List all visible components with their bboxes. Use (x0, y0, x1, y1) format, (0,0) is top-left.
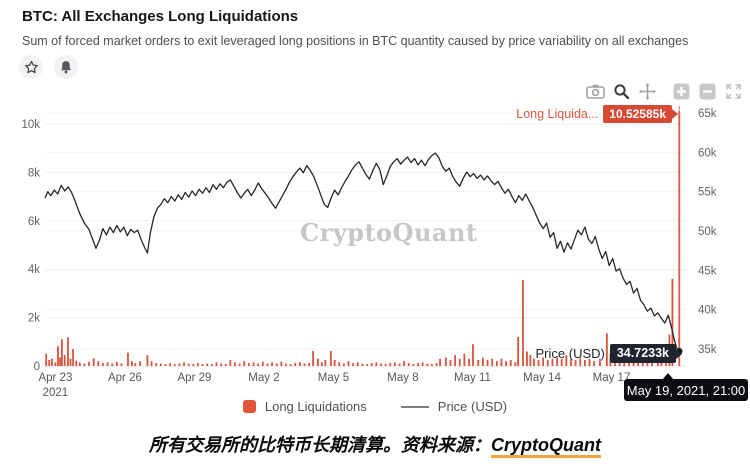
svg-text:2021: 2021 (43, 387, 69, 399)
reset-zoom-icon[interactable] (724, 82, 743, 101)
chart-legend: Long Liquidations Price (USD) (0, 399, 750, 414)
tooltip-price: Price (USD) 34.7233k (464, 344, 683, 363)
svg-text:6k: 6k (28, 216, 40, 228)
zoom-search-icon[interactable] (612, 82, 631, 101)
star-icon (24, 60, 38, 73)
camera-icon[interactable] (586, 82, 605, 101)
svg-text:Apr 29: Apr 29 (178, 372, 212, 384)
svg-text:May 17: May 17 (593, 372, 631, 384)
svg-text:10k: 10k (21, 119, 40, 131)
page-subtitle: Sum of forced market orders to exit leve… (22, 34, 689, 48)
chart-toolbar (586, 82, 743, 101)
favorite-button[interactable] (19, 55, 43, 79)
bell-icon (61, 60, 71, 73)
date-badge-arrow-icon (662, 373, 674, 380)
svg-text:Apr 23: Apr 23 (38, 372, 72, 384)
svg-text:60k: 60k (698, 147, 717, 159)
svg-text:8k: 8k (28, 167, 40, 179)
tooltip-price-label: Price (USD) (535, 346, 605, 361)
svg-text:0: 0 (34, 361, 40, 373)
tooltip-price-value-badge: 34.7233k (609, 344, 683, 363)
legend-label: Long Liquidations (264, 399, 367, 414)
svg-text:May 11: May 11 (454, 372, 491, 384)
cryptoquant-watermark: CryptoQuant (300, 218, 478, 247)
caption: 所有交易所的比特币长期清算。资料来源：CryptoQuant (0, 431, 750, 458)
svg-text:55k: 55k (698, 187, 717, 199)
legend-label: Price (USD) (437, 399, 508, 414)
tooltip-long-liquidations: Long Liquida... 10.52585k (440, 105, 678, 123)
svg-text:May 8: May 8 (387, 372, 418, 384)
svg-text:4k: 4k (28, 264, 40, 276)
tooltip-series-value-badge: 10.52585k (603, 105, 678, 123)
alert-button[interactable] (54, 55, 78, 79)
legend-item-long-liquidations[interactable]: Long Liquidations (242, 399, 367, 414)
svg-text:40k: 40k (698, 305, 717, 317)
caption-text: 所有交易所的比特币长期清算。资料来源： (149, 435, 491, 455)
caption-source-link[interactable]: CryptoQuant (491, 435, 601, 458)
legend-item-price-usd[interactable]: Price (USD) (400, 399, 508, 414)
svg-text:35k: 35k (698, 344, 717, 356)
line-swatch-icon (400, 405, 429, 408)
svg-text:Apr 26: Apr 26 (108, 372, 142, 384)
page-title: BTC: All Exchanges Long Liquidations (22, 8, 299, 25)
svg-text:45k: 45k (698, 265, 717, 277)
pan-icon[interactable] (638, 82, 657, 101)
tooltip-date-badge: May 19, 2021, 21:00 (624, 379, 748, 401)
tooltip-series-label: Long Liquida... (516, 107, 599, 121)
svg-text:May 14: May 14 (523, 372, 561, 384)
bar-swatch-icon (242, 400, 256, 413)
zoom-in-icon[interactable] (672, 82, 691, 101)
svg-text:65k: 65k (698, 108, 717, 120)
svg-text:50k: 50k (698, 226, 717, 238)
svg-text:May 2: May 2 (248, 372, 279, 384)
zoom-out-icon[interactable] (698, 82, 717, 101)
svg-text:2k: 2k (28, 313, 40, 325)
svg-text:May 5: May 5 (318, 372, 349, 384)
